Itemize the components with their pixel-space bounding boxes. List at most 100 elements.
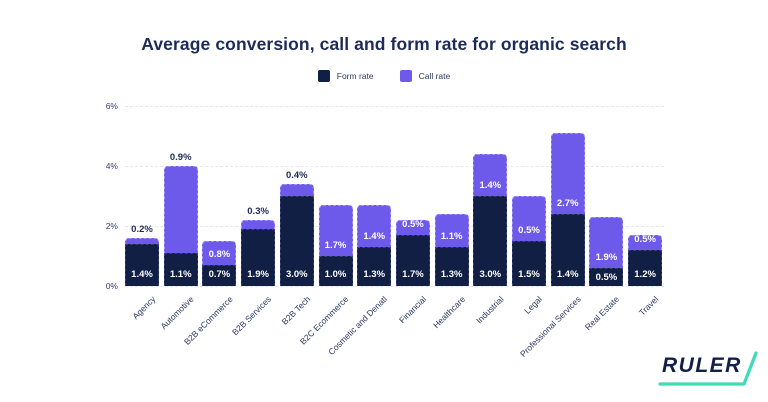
x-axis-category-label: B2B Services <box>230 294 274 338</box>
y-axis-tick-label: 2% <box>105 221 118 231</box>
call-rate-swatch-icon <box>399 70 412 82</box>
call-rate-segment <box>241 220 276 230</box>
gridline-4% <box>125 166 664 167</box>
bar-b2b-ecommerce: 0.7% 0.8% <box>202 241 237 286</box>
form-rate-value-label: 3.0% <box>479 269 502 280</box>
x-axis-category-label: Industrial <box>473 294 506 326</box>
call-rate-value-label: 0.3% <box>247 206 269 217</box>
form-rate-segment <box>163 253 198 286</box>
call-rate-segment <box>357 205 392 248</box>
legend-label: Form rate <box>336 71 374 81</box>
call-rate-value-label: 0.5% <box>634 234 656 245</box>
form-rate-segment <box>550 214 585 286</box>
call-rate-value-label: 2.7% <box>556 198 579 209</box>
call-rate-value-label: 0.5% <box>518 225 540 236</box>
call-rate-value-label: 1.9% <box>595 252 618 263</box>
call-rate-segment <box>125 238 159 245</box>
bar-legal: 1.5% 0.5% <box>512 196 546 286</box>
form-rate-value-label: 1.4% <box>556 269 579 280</box>
y-axis-tick-label: 6% <box>105 101 118 111</box>
form-rate-value-label: 1.3% <box>440 269 463 280</box>
form-rate-value-label: 0.7% <box>208 269 231 280</box>
bar-b2c-ecommerce: 1.0% 1.7% <box>318 205 353 286</box>
call-rate-segment <box>473 154 508 197</box>
bar-cosmetic-and-denatl: 1.3% 1.4% <box>357 205 392 286</box>
form-rate-value-label: 1.4% <box>131 269 153 280</box>
form-rate-segment <box>434 247 469 286</box>
call-rate-value-label: 0.2% <box>131 224 153 235</box>
gridline-6% <box>125 106 664 107</box>
call-rate-segment <box>318 205 353 257</box>
call-rate-segment <box>395 220 430 236</box>
ruler-logo: RULER <box>656 350 760 392</box>
call-rate-value-label: 0.8% <box>208 249 231 260</box>
form-rate-value-label: 1.0% <box>324 269 347 280</box>
form-rate-value-label: 1.3% <box>363 269 386 280</box>
legend-item-form-rate: Form rate <box>317 70 374 82</box>
form-rate-value-label: 0.5% <box>595 272 618 283</box>
form-rate-segment <box>628 250 663 286</box>
x-axis-category-label: Automotive <box>158 294 196 332</box>
gridline-0% <box>125 286 664 287</box>
legend-label: Call rate <box>418 71 451 81</box>
gridline-2% <box>125 226 664 227</box>
form-rate-value-label: 1.1% <box>169 269 192 280</box>
bar-healthcare: 1.3% 1.1% <box>434 214 469 286</box>
call-rate-segment <box>163 166 198 254</box>
form-rate-segment <box>473 196 508 286</box>
call-rate-value-label: 0.5% <box>402 219 424 230</box>
call-rate-segment <box>589 217 624 269</box>
form-rate-segment <box>202 265 237 286</box>
chart-legend: Form rate Call rate <box>0 70 768 82</box>
x-axis-category-label: Legal <box>522 294 545 316</box>
legend-item-call-rate: Call rate <box>399 70 451 82</box>
call-rate-value-label: 0.4% <box>285 170 308 181</box>
form-rate-value-label: 3.0% <box>285 269 308 280</box>
form-rate-value-label: 1.2% <box>634 269 656 280</box>
call-rate-segment <box>202 241 237 266</box>
x-axis-category-label: Travel <box>636 294 661 318</box>
bar-real-estate: 0.5% 1.9% <box>589 217 624 286</box>
bar-automotive: 1.1% 0.9% <box>163 152 198 286</box>
form-rate-segment <box>241 229 276 286</box>
form-rate-segment <box>318 256 353 286</box>
y-axis-tick-label: 4% <box>105 161 118 171</box>
bar-b2b-services: 1.9% 0.3% <box>241 206 276 286</box>
y-axis-tick-label: 0% <box>105 281 118 291</box>
x-axis-category-label: B2B Tech <box>279 294 312 327</box>
form-rate-segment <box>279 196 314 286</box>
bar-financial: 1.7% 0.5% <box>395 219 430 286</box>
call-rate-segment <box>512 196 546 242</box>
form-rate-segment <box>589 268 624 286</box>
call-rate-value-label: 1.7% <box>324 240 347 251</box>
form-rate-value-label: 1.9% <box>247 269 269 280</box>
call-rate-value-label: 0.9% <box>169 152 192 163</box>
form-rate-value-label: 1.7% <box>402 269 424 280</box>
call-rate-value-label: 1.4% <box>479 180 502 191</box>
call-rate-segment <box>279 184 314 197</box>
call-rate-value-label: 1.1% <box>440 231 463 242</box>
bar-b2b-tech: 3.0% 0.4% <box>279 170 314 286</box>
bar-travel: 1.2% 0.5% <box>628 234 663 286</box>
x-axis-category-label: Financial <box>396 294 428 326</box>
call-rate-value-label: 1.4% <box>363 231 386 242</box>
bar-industrial: 3.0% 1.4% <box>473 154 508 286</box>
call-rate-segment <box>628 235 663 251</box>
call-rate-segment <box>550 133 585 215</box>
x-axis-category-label: Real Estate <box>583 294 622 333</box>
bar-professional-services: 1.4% 2.7% <box>550 133 585 286</box>
call-rate-segment <box>434 214 469 248</box>
logo-underline-slash-icon <box>658 351 758 386</box>
form-rate-swatch-icon <box>317 70 330 82</box>
x-axis-category-label: Healthcare <box>430 294 467 331</box>
form-rate-segment <box>125 244 159 286</box>
form-rate-segment <box>512 241 546 286</box>
chart-title: Average conversion, call and form rate f… <box>141 34 627 54</box>
form-rate-segment <box>395 235 430 286</box>
x-axis-category-label: Agency <box>129 294 158 322</box>
bar-agency: 1.4% 0.2% <box>125 224 159 286</box>
form-rate-segment <box>357 247 392 286</box>
form-rate-value-label: 1.5% <box>518 269 540 280</box>
